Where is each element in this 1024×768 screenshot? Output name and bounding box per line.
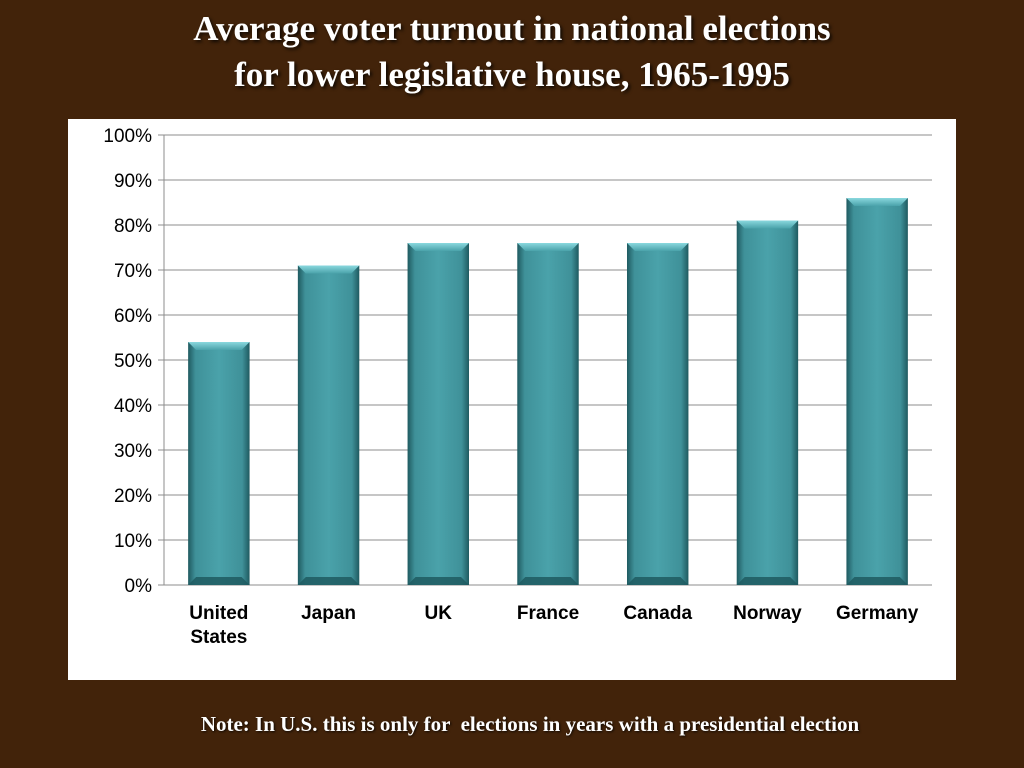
x-category-label-line: United <box>189 603 248 624</box>
x-category-label-line: Germany <box>836 603 919 624</box>
x-category-label-line: Canada <box>623 603 692 624</box>
title-line-1: Average voter turnout in national electi… <box>193 9 831 48</box>
chart-panel: 0% 10% 20% 30% 40% 50% 60% 70% 80% 90% 100% United… <box>68 119 956 680</box>
y-tick-label: 90% <box>114 171 152 192</box>
bar-bevel-bottom <box>188 577 250 585</box>
title-line-2: for lower legislative house, 1965-1995 <box>234 55 790 94</box>
bar-body <box>517 243 579 585</box>
footnote: Note: In U.S. this is only for elections… <box>200 712 860 736</box>
x-category-label: Norway <box>733 603 802 624</box>
bar-body <box>736 220 799 585</box>
bar-bevel-top <box>517 243 579 251</box>
bar-japan <box>297 265 360 585</box>
bar-bevel-bottom <box>297 577 360 585</box>
y-tick-label: 30% <box>114 441 152 462</box>
x-category-label-line: Japan <box>301 603 356 624</box>
bar-body <box>407 243 470 585</box>
x-category-label-line: France <box>517 603 579 624</box>
bar-chart: 0% 10% 20% 30% 40% 50% 60% 70% 80% 90% 100% United… <box>103 126 932 648</box>
bar-bevel-bottom <box>626 577 689 585</box>
bar-canada <box>626 243 689 585</box>
bar-body <box>188 342 250 585</box>
bar-bevel-top <box>736 220 799 229</box>
y-tick-label: 40% <box>114 396 152 417</box>
x-category-label: United States <box>189 603 248 648</box>
y-tick-label: 10% <box>114 531 152 552</box>
bar-bevel-top <box>188 342 250 350</box>
x-category-label: Japan <box>301 603 356 624</box>
y-tick-label: 0% <box>125 576 153 597</box>
y-tick-label: 100% <box>103 126 152 147</box>
bar-bevel-top <box>407 243 470 251</box>
bar-bevel-bottom <box>846 577 908 585</box>
bar-bevel-bottom <box>736 577 799 585</box>
x-axis-categories: United States Japan UK France Canada Norway Ger… <box>189 603 918 648</box>
x-category-label-line: States <box>190 627 247 648</box>
bar-bevel-bottom <box>517 577 579 585</box>
bar-body <box>626 243 689 585</box>
bar-bevel-bottom <box>407 577 470 585</box>
bar-bevel-top <box>297 265 360 274</box>
y-tick-label: 80% <box>114 216 152 237</box>
bar-body <box>846 198 908 585</box>
bar-united-states <box>188 342 250 585</box>
x-category-label: Germany <box>836 603 919 624</box>
y-tick-label: 60% <box>114 306 152 327</box>
y-tick-label: 70% <box>114 261 152 282</box>
x-category-label: UK <box>425 603 453 624</box>
x-category-label: Canada <box>623 603 692 624</box>
y-tick-label: 50% <box>114 351 152 372</box>
bar-bevel-top <box>846 198 908 206</box>
bars <box>188 198 908 585</box>
slide-title: Average voter turnout in national electi… <box>0 6 1024 98</box>
x-category-label: France <box>517 603 579 624</box>
bar-bevel-top <box>626 243 689 251</box>
bar-france <box>517 243 579 585</box>
bar-body <box>297 265 360 585</box>
y-tick-label: 20% <box>114 486 152 507</box>
y-axis-ticks: 0% 10% 20% 30% 40% 50% 60% 70% 80% 90% 100% <box>103 126 152 597</box>
x-category-label-line: Norway <box>733 603 802 624</box>
bar-uk <box>407 243 470 585</box>
bar-norway <box>736 220 799 585</box>
x-category-label-line: UK <box>425 603 453 624</box>
bar-germany <box>846 198 908 585</box>
